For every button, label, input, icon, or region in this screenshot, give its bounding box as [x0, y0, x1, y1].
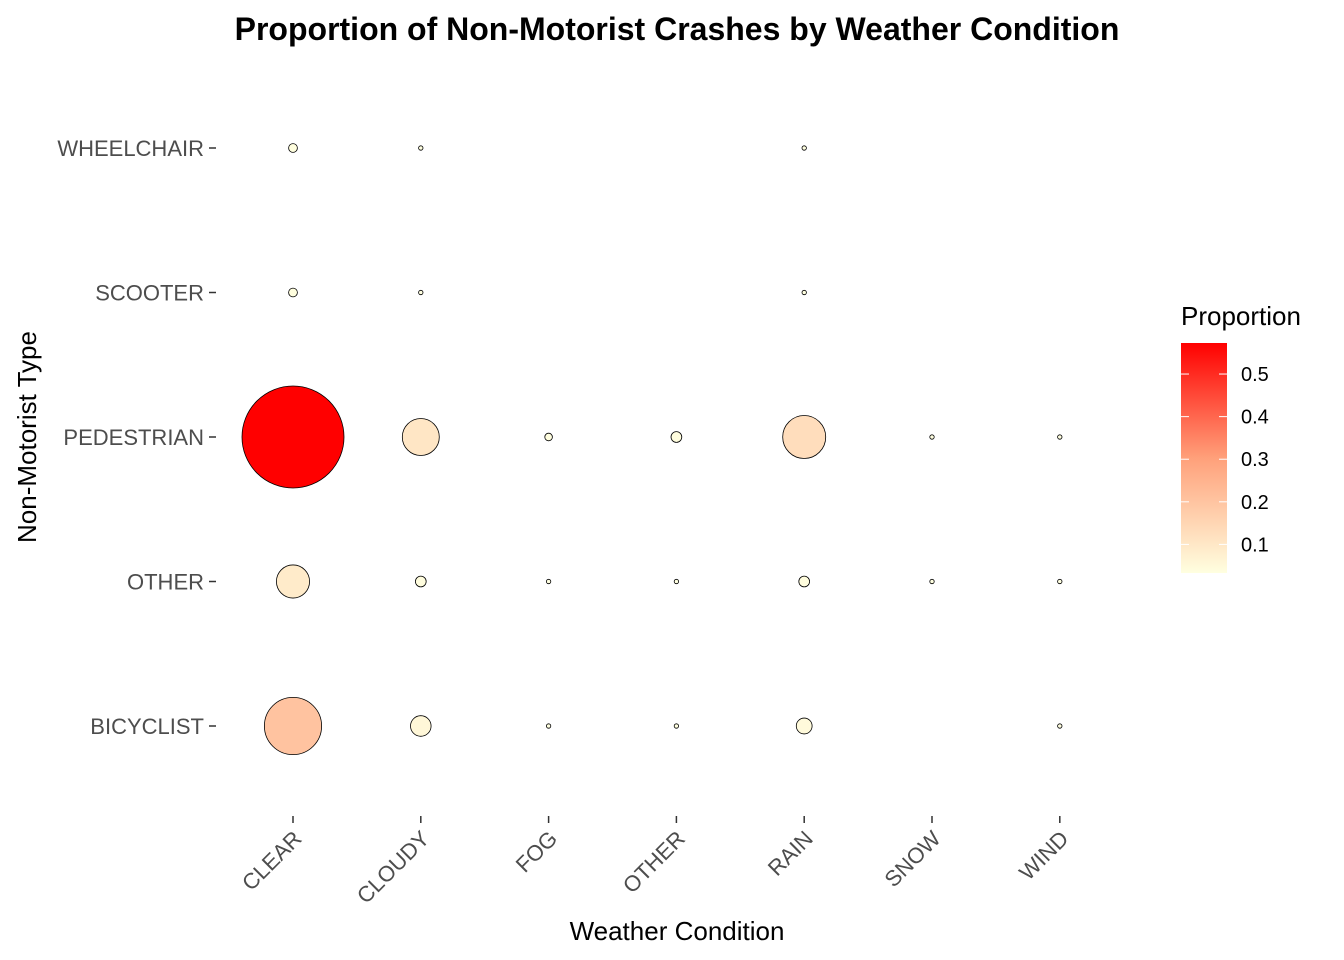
legend-tick-label: 0.5 — [1241, 364, 1269, 386]
color-legend: Proportion 0.1 0.2 0.3 0.4 0.5 — [1181, 301, 1301, 573]
y-tick-label-pedestrian: PEDESTRIAN — [63, 425, 204, 450]
legend-tick-label: 0.3 — [1241, 449, 1269, 471]
y-axis-title: Non-Motorist Type — [12, 331, 42, 543]
bubble-pedestrian-other — [670, 431, 683, 443]
chart-title: Proportion of Non-Motorist Crashes by We… — [235, 11, 1120, 47]
bubble-scooter-rain — [801, 289, 807, 296]
bubble-other-cloudy — [415, 575, 427, 588]
bubble-bicyclist-wind — [1057, 723, 1063, 729]
x-tick-label-snow: SNOW — [879, 826, 945, 892]
bubble-pedestrian-cloudy — [401, 418, 440, 456]
bubble-other-wind — [1057, 578, 1063, 585]
bubble-scooter-clear — [288, 287, 298, 298]
bubble-pedestrian-snow — [929, 434, 935, 440]
bubble-other-snow — [929, 578, 935, 585]
legend-color-bar — [1181, 343, 1227, 573]
bubble-scooter-cloudy — [418, 289, 424, 296]
x-tick-label-cloudy: CLOUDY — [352, 826, 435, 909]
bubble-pedestrian-rain — [782, 415, 827, 459]
bubble-other-rain — [798, 575, 810, 588]
x-tick-label-other: OTHER — [618, 826, 690, 898]
legend-tick-label: 0.2 — [1241, 492, 1269, 514]
legend-tick-label: 0.1 — [1241, 534, 1269, 556]
bubble-wheelchair-cloudy — [418, 145, 424, 151]
y-tick-label-other: OTHER — [127, 570, 204, 595]
bubbles-layer — [241, 143, 1063, 756]
bubble-bicyclist-cloudy — [410, 715, 432, 737]
bubble-bicyclist-rain — [795, 717, 813, 735]
x-tick-label-rain: RAIN — [763, 826, 818, 881]
x-tick-label-wind: WIND — [1014, 826, 1073, 885]
bubble-other-other — [673, 578, 680, 585]
y-tick-label-bicyclist: BICYCLIST — [90, 714, 204, 739]
legend-tick-label: 0.4 — [1241, 407, 1269, 429]
y-tick-label-scooter: SCOOTER — [95, 281, 204, 306]
bubble-bicyclist-clear — [263, 696, 323, 756]
bubble-other-fog — [545, 578, 552, 585]
bubble-pedestrian-wind — [1057, 434, 1063, 440]
bubble-bicyclist-other — [673, 723, 680, 729]
legend-ticks: 0.1 0.2 0.3 0.4 0.5 — [1181, 364, 1269, 556]
x-axis: CLEAR CLOUDY FOG OTHER RAIN SNOW WIND — [237, 816, 1073, 908]
legend-title: Proportion — [1181, 301, 1301, 331]
bubble-wheelchair-clear — [288, 143, 298, 153]
bubble-other-clear — [276, 564, 310, 599]
x-tick-label-clear: CLEAR — [237, 826, 307, 896]
bubble-pedestrian-clear — [241, 385, 345, 489]
x-tick-label-fog: FOG — [511, 826, 562, 877]
x-axis-title: Weather Condition — [570, 916, 785, 946]
y-tick-label-wheelchair: WHEELCHAIR — [57, 136, 204, 161]
bubble-bicyclist-fog — [545, 723, 552, 729]
bubble-pedestrian-fog — [544, 432, 553, 442]
bubble-wheelchair-rain — [801, 145, 807, 151]
y-axis: BICYCLIST OTHER PEDESTRIAN SCOOTER WHEELCHAI… — [57, 136, 216, 739]
